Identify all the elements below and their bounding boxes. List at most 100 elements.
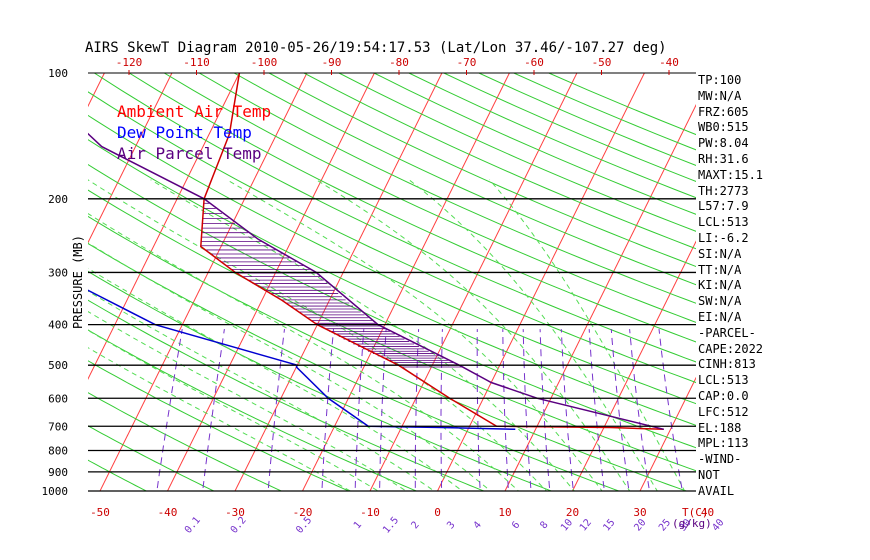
chart-legend: Ambient Air Temp Dew Point Temp Air Parcel… [117,102,271,163]
x-unit-label: T(C) [682,506,709,519]
pressure-tick-label: 800 [48,444,68,457]
isotherm-line [369,73,578,491]
stat-line: SW:N/A [698,294,742,309]
moist-adiabat-line [88,329,380,491]
moist-adiabat-line [88,347,352,491]
mixing-ratio-tick-label: 0.1 [183,515,203,536]
dry-adiabat-line [88,215,688,491]
pressure-tick-label: 1000 [42,485,69,498]
chart-grid [0,73,870,500]
stat-line: WB0:515 [698,120,749,135]
mixing-ratio-line [588,329,605,491]
dry-adiabat-line [128,73,696,343]
dry-adiabat-line [88,329,418,491]
temp-tick-label-top: -90 [322,56,342,69]
stat-line: CINH:813 [698,357,756,372]
temp-tick-label-bottom: 0 [434,506,441,519]
legend-entry: Dew Point Temp [117,123,252,142]
dry-adiabat-line [198,73,696,304]
moist-adiabat-line [489,179,686,491]
temp-tick-label-bottom: -50 [90,506,110,519]
temp-tick-label-bottom: -40 [158,506,178,519]
stat-line: LFC:512 [698,404,749,419]
mixing-ratio-line [321,329,334,491]
isotherm-line [88,73,173,244]
isotherm-line [88,73,240,381]
isotherm-line [88,73,105,108]
stat-line: -PARCEL- [698,325,756,340]
temp-tick-label-bottom: -30 [225,506,245,519]
isotherm-line [771,73,870,500]
pressure-tick-label: 300 [48,266,68,279]
moist-adiabat-line [226,179,603,491]
mixing-ratio-tick-label: 12 [578,517,594,533]
stat-line: TT:N/A [698,262,742,277]
mixing-ratio-line [476,329,481,491]
stat-line: L57:7.9 [698,199,749,214]
profile-air-parcel-temp [88,132,664,431]
dry-adiabat-line [88,299,486,491]
stat-line: CAP:0.0 [698,388,749,403]
dry-adiabat-line [443,73,696,182]
mixing-ratio-line [522,329,532,491]
mixing-ratio-line [502,329,509,491]
temp-tick-label-bottom: 10 [498,506,511,519]
legend-entry: Air Parcel Temp [117,144,262,163]
stat-line: FRZ:605 [698,104,749,119]
mixing-ratio-line [156,329,183,491]
stat-line: KI:N/A [698,278,742,293]
isotherm-line [234,73,443,491]
stat-line: AVAIL [698,483,735,498]
mixing-ratio-tick-label: 2 [410,520,422,532]
mixing-ratio-tick-label: 20 [632,517,648,533]
pressure-tick-label: 900 [48,466,68,479]
isotherm-line [571,240,696,491]
stat-line: RH:31.6 [698,151,749,166]
mixing-ratio-line [202,329,225,491]
dry-adiabat-line [94,73,696,363]
mixing-ratio-tick-label: 1 [352,520,364,532]
isotherm-line [0,73,37,500]
dry-adiabat-line [88,139,696,426]
dry-adiabat-line [163,73,696,323]
moist-adiabat-line [88,213,520,491]
moist-adiabat-line [88,179,548,491]
mixing-ratio-line [414,329,420,491]
dry-adiabat-line [513,73,696,151]
chart-title: AIRS SkewT Diagram 2010-05-26/19:54:17.5… [85,40,667,56]
isotherm-line [166,73,375,491]
stat-line: TH:2773 [698,183,749,198]
dry-adiabat-line [88,114,696,405]
mixing-ratio-tick-label: 8 [538,520,550,532]
stat-line: EI:N/A [698,309,742,324]
dry-adiabat-line [88,459,148,491]
stat-line: LCL:513 [698,373,749,388]
temp-tick-label-top: -120 [116,56,143,69]
pressure-tick-label: 400 [48,319,68,332]
temp-tick-label-bottom: 30 [633,506,646,519]
mixing-ratio-unit-label: (g/kg) [672,517,712,530]
stat-line: -WIND- [698,452,742,467]
mixing-ratio-line [354,329,365,491]
stat-line: NOT [698,467,720,482]
dry-adiabat-line [88,360,350,491]
temp-tick-label-top: -70 [457,56,477,69]
temp-tick-label-top: -110 [183,56,210,69]
dry-adiabat-line [478,73,696,166]
mixing-ratio-line [629,329,651,491]
temp-tick-label-top: -60 [524,56,544,69]
dry-adiabat-line [303,73,696,250]
mixing-ratio-line [658,329,683,491]
dry-adiabat-line [88,163,696,449]
mixing-ratio-tick-label: 1.5 [381,515,401,536]
y-axis-label: PRESSURE (MB) [71,235,85,329]
dry-adiabat-line [88,91,696,384]
temp-tick-label-bottom: -10 [360,506,380,519]
moist-adiabat-line [88,311,408,491]
mixing-ratio-tick-label: 6 [510,520,522,532]
temp-tick-label-top: -80 [389,56,409,69]
stat-line: LI:-6.2 [698,230,749,245]
temp-tick-label-top: -50 [592,56,612,69]
pressure-tick-label: 100 [48,67,68,80]
dry-adiabat-line [88,392,283,491]
